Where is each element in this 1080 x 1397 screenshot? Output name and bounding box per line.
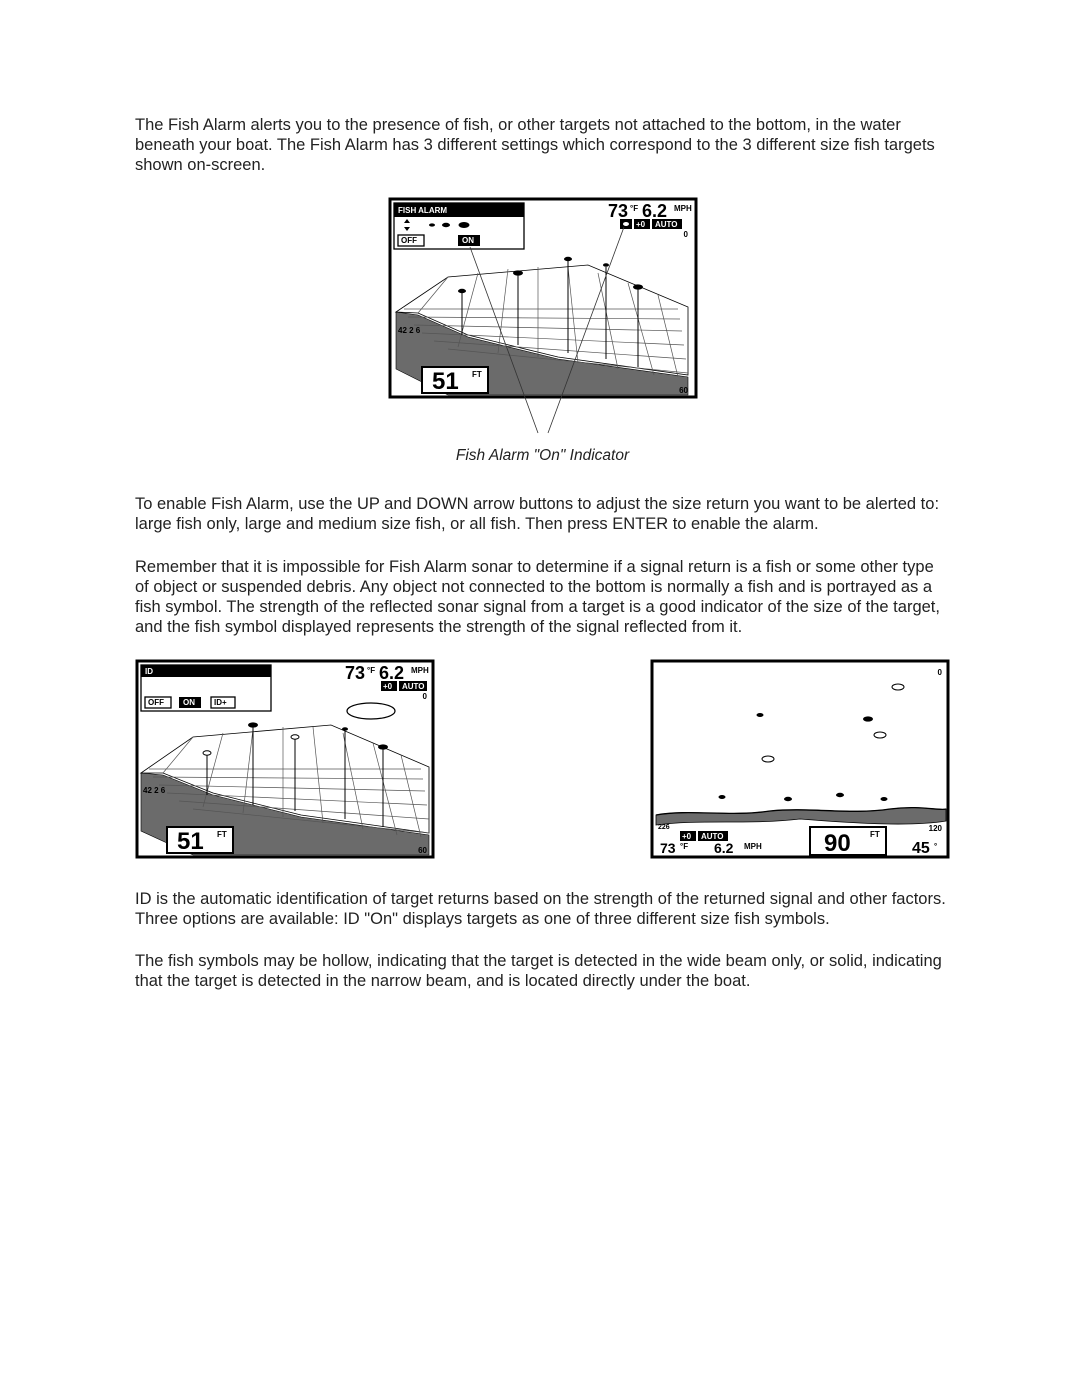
svg-text:6.2: 6.2: [714, 840, 734, 856]
svg-text:0: 0: [423, 692, 428, 701]
svg-text:90: 90: [824, 830, 851, 857]
svg-text:45: 45: [912, 840, 930, 857]
svg-text:AUTO: AUTO: [655, 220, 678, 229]
sonar-fish-marks: [719, 684, 905, 801]
svg-text:ID+: ID+: [214, 698, 227, 707]
svg-text:AUTO: AUTO: [402, 682, 425, 691]
svg-text:+0: +0: [636, 220, 646, 229]
figure1-caption: Fish Alarm "On" Indicator: [135, 447, 950, 466]
svg-text:°F: °F: [630, 204, 638, 213]
paragraph-remember: Remember that it is impossible for Fish …: [135, 557, 950, 638]
svg-text:FT: FT: [217, 830, 227, 839]
svg-text:FT: FT: [472, 370, 482, 379]
svg-text:OFF: OFF: [148, 698, 164, 707]
svg-text:OFF: OFF: [401, 236, 417, 245]
svg-text:°F: °F: [367, 666, 375, 675]
svg-text:FT: FT: [870, 830, 880, 839]
svg-text:+0: +0: [383, 682, 393, 691]
svg-text:6.2: 6.2: [379, 663, 404, 683]
figure-sonar-2d: 0 226 +0 AUTO 73 °F: [650, 659, 950, 859]
svg-text:+0: +0: [682, 832, 692, 841]
svg-text:73: 73: [345, 663, 365, 683]
svg-text:0: 0: [683, 230, 688, 239]
svg-text:MPH: MPH: [411, 666, 429, 675]
paragraph-id: ID is the automatic identification of ta…: [135, 889, 950, 929]
figure-fish-alarm: FISH ALARM OFF ON 73 °F 6.2 MPH: [135, 197, 950, 437]
figure-id-3d: ID OFF ON ID+ 73 °F 6.2 MPH +0 AUTO 0: [135, 659, 435, 859]
svg-text:60: 60: [418, 846, 427, 855]
svg-text:73: 73: [660, 840, 676, 856]
svg-text:51: 51: [177, 828, 204, 855]
svg-text:226: 226: [658, 824, 670, 831]
paragraph-enable: To enable Fish Alarm, use the UP and DOW…: [135, 494, 950, 534]
svg-text:51: 51: [432, 368, 459, 395]
svg-text:42 2 6: 42 2 6: [398, 326, 421, 335]
svg-text:42 2 6: 42 2 6: [143, 786, 166, 795]
svg-text:°: °: [934, 842, 937, 851]
paragraph-beam: The fish symbols may be hollow, indicati…: [135, 951, 950, 991]
speed-readout: 6.2: [642, 201, 667, 221]
svg-text:ON: ON: [183, 698, 195, 707]
svg-text:°F: °F: [680, 842, 688, 851]
svg-text:ID: ID: [145, 667, 153, 676]
intro-paragraph: The Fish Alarm alerts you to the presenc…: [135, 115, 950, 175]
temp-readout: 73: [608, 201, 628, 221]
svg-text:MPH: MPH: [744, 842, 762, 851]
boat-icon: [347, 703, 395, 719]
svg-text:60: 60: [679, 386, 688, 395]
svg-text:120: 120: [929, 824, 943, 833]
svg-text:MPH: MPH: [674, 204, 692, 213]
svg-text:0: 0: [938, 668, 943, 677]
menu-title: FISH ALARM: [398, 206, 447, 215]
svg-text:ON: ON: [462, 236, 474, 245]
